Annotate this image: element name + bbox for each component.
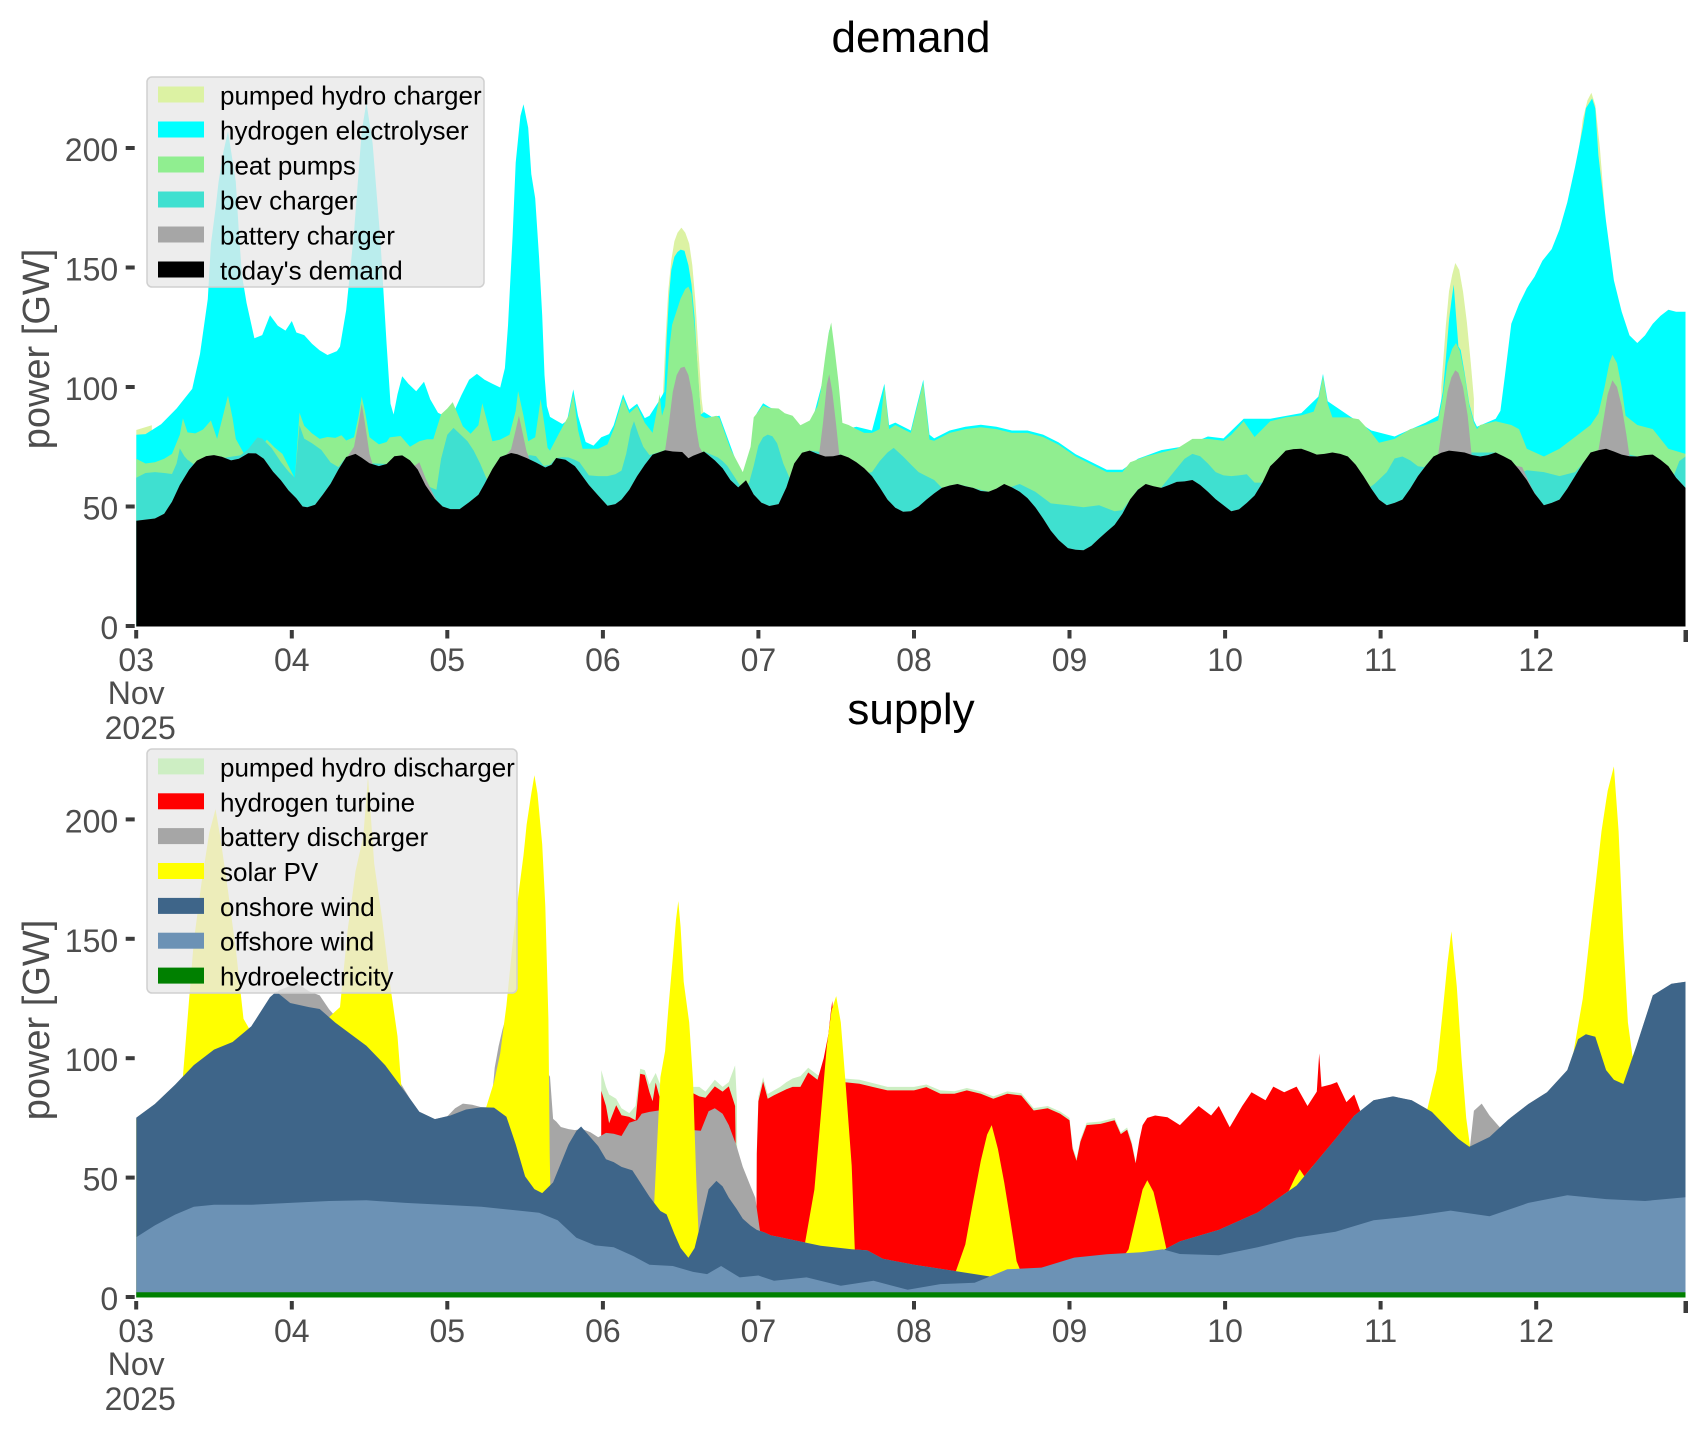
svg-text:hydroelectricity: hydroelectricity (220, 962, 393, 992)
svg-text:08: 08 (896, 1313, 932, 1349)
svg-text:battery discharger: battery discharger (220, 822, 428, 852)
svg-text:power [GW]: power [GW] (16, 249, 58, 450)
svg-text:hydrogen electrolyser: hydrogen electrolyser (220, 116, 469, 146)
svg-text:100: 100 (65, 371, 118, 407)
svg-text:bev charger: bev charger (220, 186, 358, 216)
svg-text:07: 07 (741, 1313, 777, 1349)
svg-text:battery charger: battery charger (220, 221, 395, 251)
svg-text:pumped hydro charger: pumped hydro charger (220, 81, 482, 111)
svg-text:today's demand: today's demand (220, 256, 403, 286)
svg-text:12: 12 (1518, 642, 1554, 678)
svg-text:200: 200 (65, 132, 118, 168)
svg-text:08: 08 (896, 642, 932, 678)
svg-text:2025: 2025 (105, 710, 176, 746)
svg-text:10: 10 (1207, 642, 1243, 678)
svg-text:09: 09 (1052, 1313, 1088, 1349)
svg-text:power [GW]: power [GW] (16, 920, 58, 1121)
svg-text:pumped hydro discharger: pumped hydro discharger (220, 752, 515, 782)
svg-text:offshore wind: offshore wind (220, 927, 374, 957)
svg-text:50: 50 (83, 1162, 119, 1198)
svg-text:200: 200 (65, 803, 118, 839)
svg-text:100: 100 (65, 1042, 118, 1078)
svg-text:12: 12 (1518, 1313, 1554, 1349)
svg-text:hydrogen turbine: hydrogen turbine (220, 787, 415, 817)
svg-text:150: 150 (65, 923, 118, 959)
svg-text:10: 10 (1207, 1313, 1243, 1349)
svg-text:0: 0 (100, 610, 118, 646)
svg-text:50: 50 (83, 491, 119, 527)
svg-text:07: 07 (741, 642, 777, 678)
svg-text:11: 11 (1364, 1313, 1397, 1349)
svg-text:solar PV: solar PV (220, 857, 319, 887)
svg-text:supply: supply (847, 685, 974, 734)
svg-text:onshore wind: onshore wind (220, 892, 375, 922)
svg-text:05: 05 (430, 1313, 466, 1349)
svg-text:Nov: Nov (108, 1346, 165, 1382)
svg-text:heat pumps: heat pumps (220, 151, 356, 181)
svg-text:04: 04 (274, 642, 310, 678)
svg-text:04: 04 (274, 1313, 310, 1349)
svg-text:05: 05 (430, 642, 466, 678)
svg-text:0: 0 (100, 1281, 118, 1317)
svg-text:demand: demand (831, 13, 990, 62)
svg-text:03: 03 (118, 642, 154, 678)
svg-text:150: 150 (65, 252, 118, 288)
svg-text:09: 09 (1052, 642, 1088, 678)
svg-text:11: 11 (1364, 642, 1397, 678)
svg-text:03: 03 (118, 1313, 154, 1349)
svg-text:06: 06 (585, 642, 621, 678)
svg-text:06: 06 (585, 1313, 621, 1349)
svg-text:2025: 2025 (105, 1381, 176, 1417)
svg-text:Nov: Nov (108, 675, 165, 711)
